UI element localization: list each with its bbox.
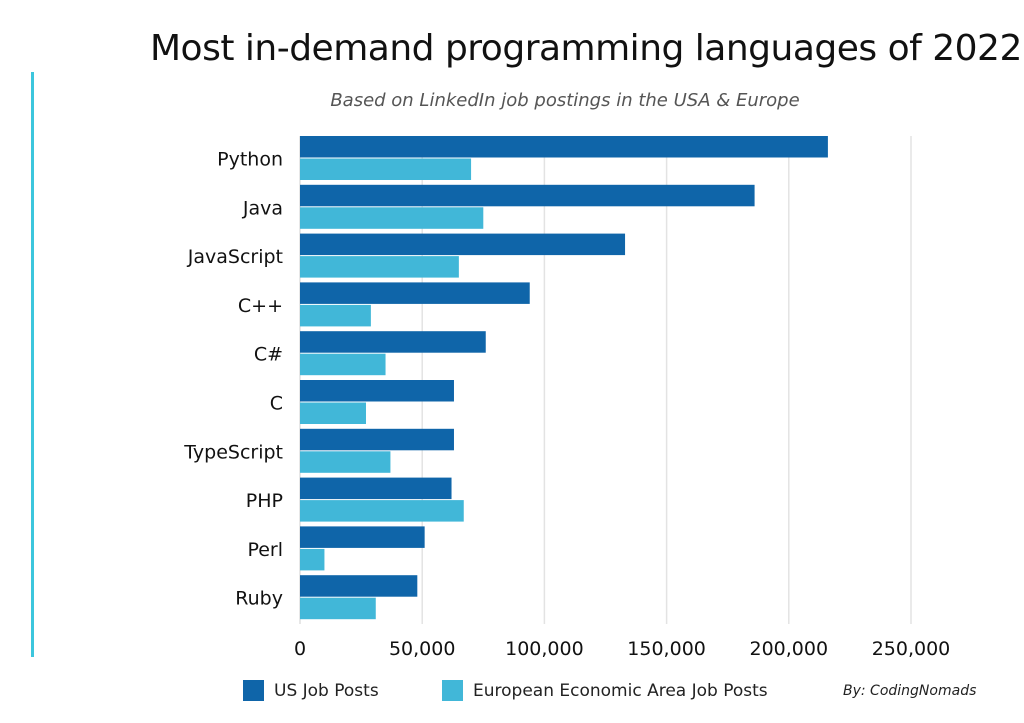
category-label: Perl <box>247 539 283 561</box>
bar-us <box>300 184 755 207</box>
bar-us <box>300 477 452 500</box>
x-tick-label: 250,000 <box>872 638 951 660</box>
category-label: Ruby <box>235 588 283 610</box>
bar-eea <box>300 500 464 522</box>
bar-eea <box>300 597 376 620</box>
legend-label-us: US Job Posts <box>274 680 379 701</box>
x-tick-label: 200,000 <box>750 638 829 660</box>
bar-us <box>300 331 486 353</box>
category-label: JavaScript <box>187 246 283 268</box>
bar-us <box>300 526 425 548</box>
category-label: Python <box>217 149 283 171</box>
chart-subtitle: Based on LinkedIn job postings in the US… <box>330 90 800 111</box>
bar-eea <box>300 451 391 473</box>
category-label: PHP <box>246 490 283 512</box>
category-label: TypeScript <box>183 441 283 463</box>
legend-label-eea: European Economic Area Job Posts <box>473 680 768 701</box>
bar-us <box>300 428 454 451</box>
category-label: C <box>270 393 283 415</box>
bar-us <box>300 575 418 597</box>
bar-us <box>300 380 454 402</box>
x-tick-label: 50,000 <box>389 638 455 660</box>
bar-us <box>300 282 530 304</box>
bar-eea <box>300 402 366 424</box>
bar-us <box>300 233 626 256</box>
category-label: C# <box>254 344 283 366</box>
category-labels: Python Java JavaScript C++ C# C TypeScript PHP P… <box>183 149 283 610</box>
credit-text: By: CodingNomads <box>843 683 977 699</box>
category-label: Java <box>242 197 283 219</box>
x-tick-label: 150,000 <box>627 638 706 660</box>
chart-title: Most in-demand programming languages of … <box>150 28 1022 69</box>
bar-eea <box>300 548 325 571</box>
category-label: C++ <box>238 295 283 317</box>
bar-us <box>300 136 828 158</box>
bar-eea <box>300 353 386 376</box>
x-tick-label: 100,000 <box>505 638 584 660</box>
bar-eea <box>300 207 484 229</box>
bar-eea <box>300 256 459 278</box>
accent-rule <box>31 72 34 657</box>
x-tick-labels: 0 50,000 100,000 150,000 200,000 250,000 <box>294 638 950 660</box>
bars <box>300 136 828 620</box>
x-tick-label: 0 <box>294 638 306 660</box>
bar-eea <box>300 304 371 327</box>
bar-eea <box>300 158 472 180</box>
legend-swatch-us <box>243 680 264 701</box>
legend-item-us: US Job Posts <box>243 680 379 701</box>
legend-swatch-eea <box>442 680 463 701</box>
legend-item-eea: European Economic Area Job Posts <box>442 680 768 701</box>
